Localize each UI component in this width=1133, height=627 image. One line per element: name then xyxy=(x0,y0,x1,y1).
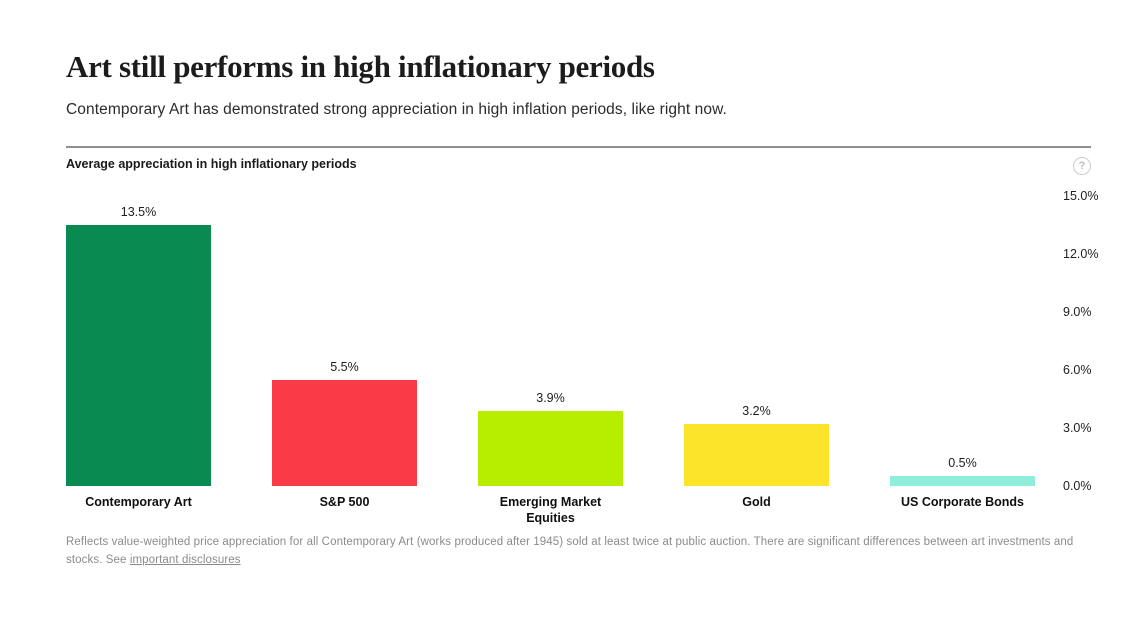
category-label-s-p-500: S&P 500 xyxy=(319,495,370,510)
plot-area: 13.5% Contemporary Art 5.5% S&P 500 3.9% Emer… xyxy=(66,196,1035,525)
y-tick-12-0pct: 12.0% xyxy=(1063,247,1099,262)
page-subtitle: Contemporary Art has demonstrated strong… xyxy=(66,101,727,119)
footnote-text: Reflects value-weighted price appreciati… xyxy=(66,536,1074,566)
chart-title: Average appreciation in high inflationar… xyxy=(66,157,357,172)
bar-gold xyxy=(684,424,829,487)
y-tick-3-0pct: 3.0% xyxy=(1063,421,1092,436)
value-label-us-corporate-bonds: 0.5% xyxy=(948,456,977,471)
chart-header: Average appreciation in high inflationar… xyxy=(66,148,1091,176)
page-title: Art still performs in high inflationary … xyxy=(66,49,655,84)
bar-emerging-market-equities xyxy=(478,410,623,487)
category-label-contemporary-art: Contemporary Art xyxy=(85,495,192,510)
y-tick-9-0pct: 9.0% xyxy=(1063,305,1092,320)
category-label-us-corporate-bonds: US Corporate Bonds xyxy=(901,495,1024,510)
value-label-emerging-market-equities: 3.9% xyxy=(536,390,565,405)
content-container: Art still performs in high inflationary … xyxy=(66,49,1098,570)
bar-chart: 13.5% Contemporary Art 5.5% S&P 500 3.9% Emer… xyxy=(66,189,1098,525)
chart-footnote: Reflects value-weighted price appreciati… xyxy=(66,534,1091,570)
bar-us-corporate-bonds xyxy=(890,476,1035,487)
y-tick-6-0pct: 6.0% xyxy=(1063,363,1092,378)
chart-card: Average appreciation in high inflationar… xyxy=(66,146,1098,525)
value-label-s-p-500: 5.5% xyxy=(330,359,359,374)
y-axis-ticks: 15.0% 12.0% 9.0% 6.0% 3.0% 0.0% xyxy=(1063,189,1123,493)
bar-contemporary-art xyxy=(66,225,211,487)
divider xyxy=(66,146,1091,149)
question-mark-circle-icon[interactable]: ? xyxy=(1073,157,1091,176)
category-label-emerging-market-equities: Emerging Market Equities xyxy=(499,495,602,526)
y-tick-0-0pct: 0.0% xyxy=(1063,479,1092,494)
value-label-gold: 3.2% xyxy=(742,404,771,419)
important-disclosures-link[interactable]: important disclosures xyxy=(129,553,241,566)
bar-s-p-500 xyxy=(272,379,417,487)
value-label-contemporary-art: 13.5% xyxy=(120,205,157,220)
y-tick-15-0pct: 15.0% xyxy=(1063,189,1099,204)
category-label-gold: Gold xyxy=(742,495,771,510)
